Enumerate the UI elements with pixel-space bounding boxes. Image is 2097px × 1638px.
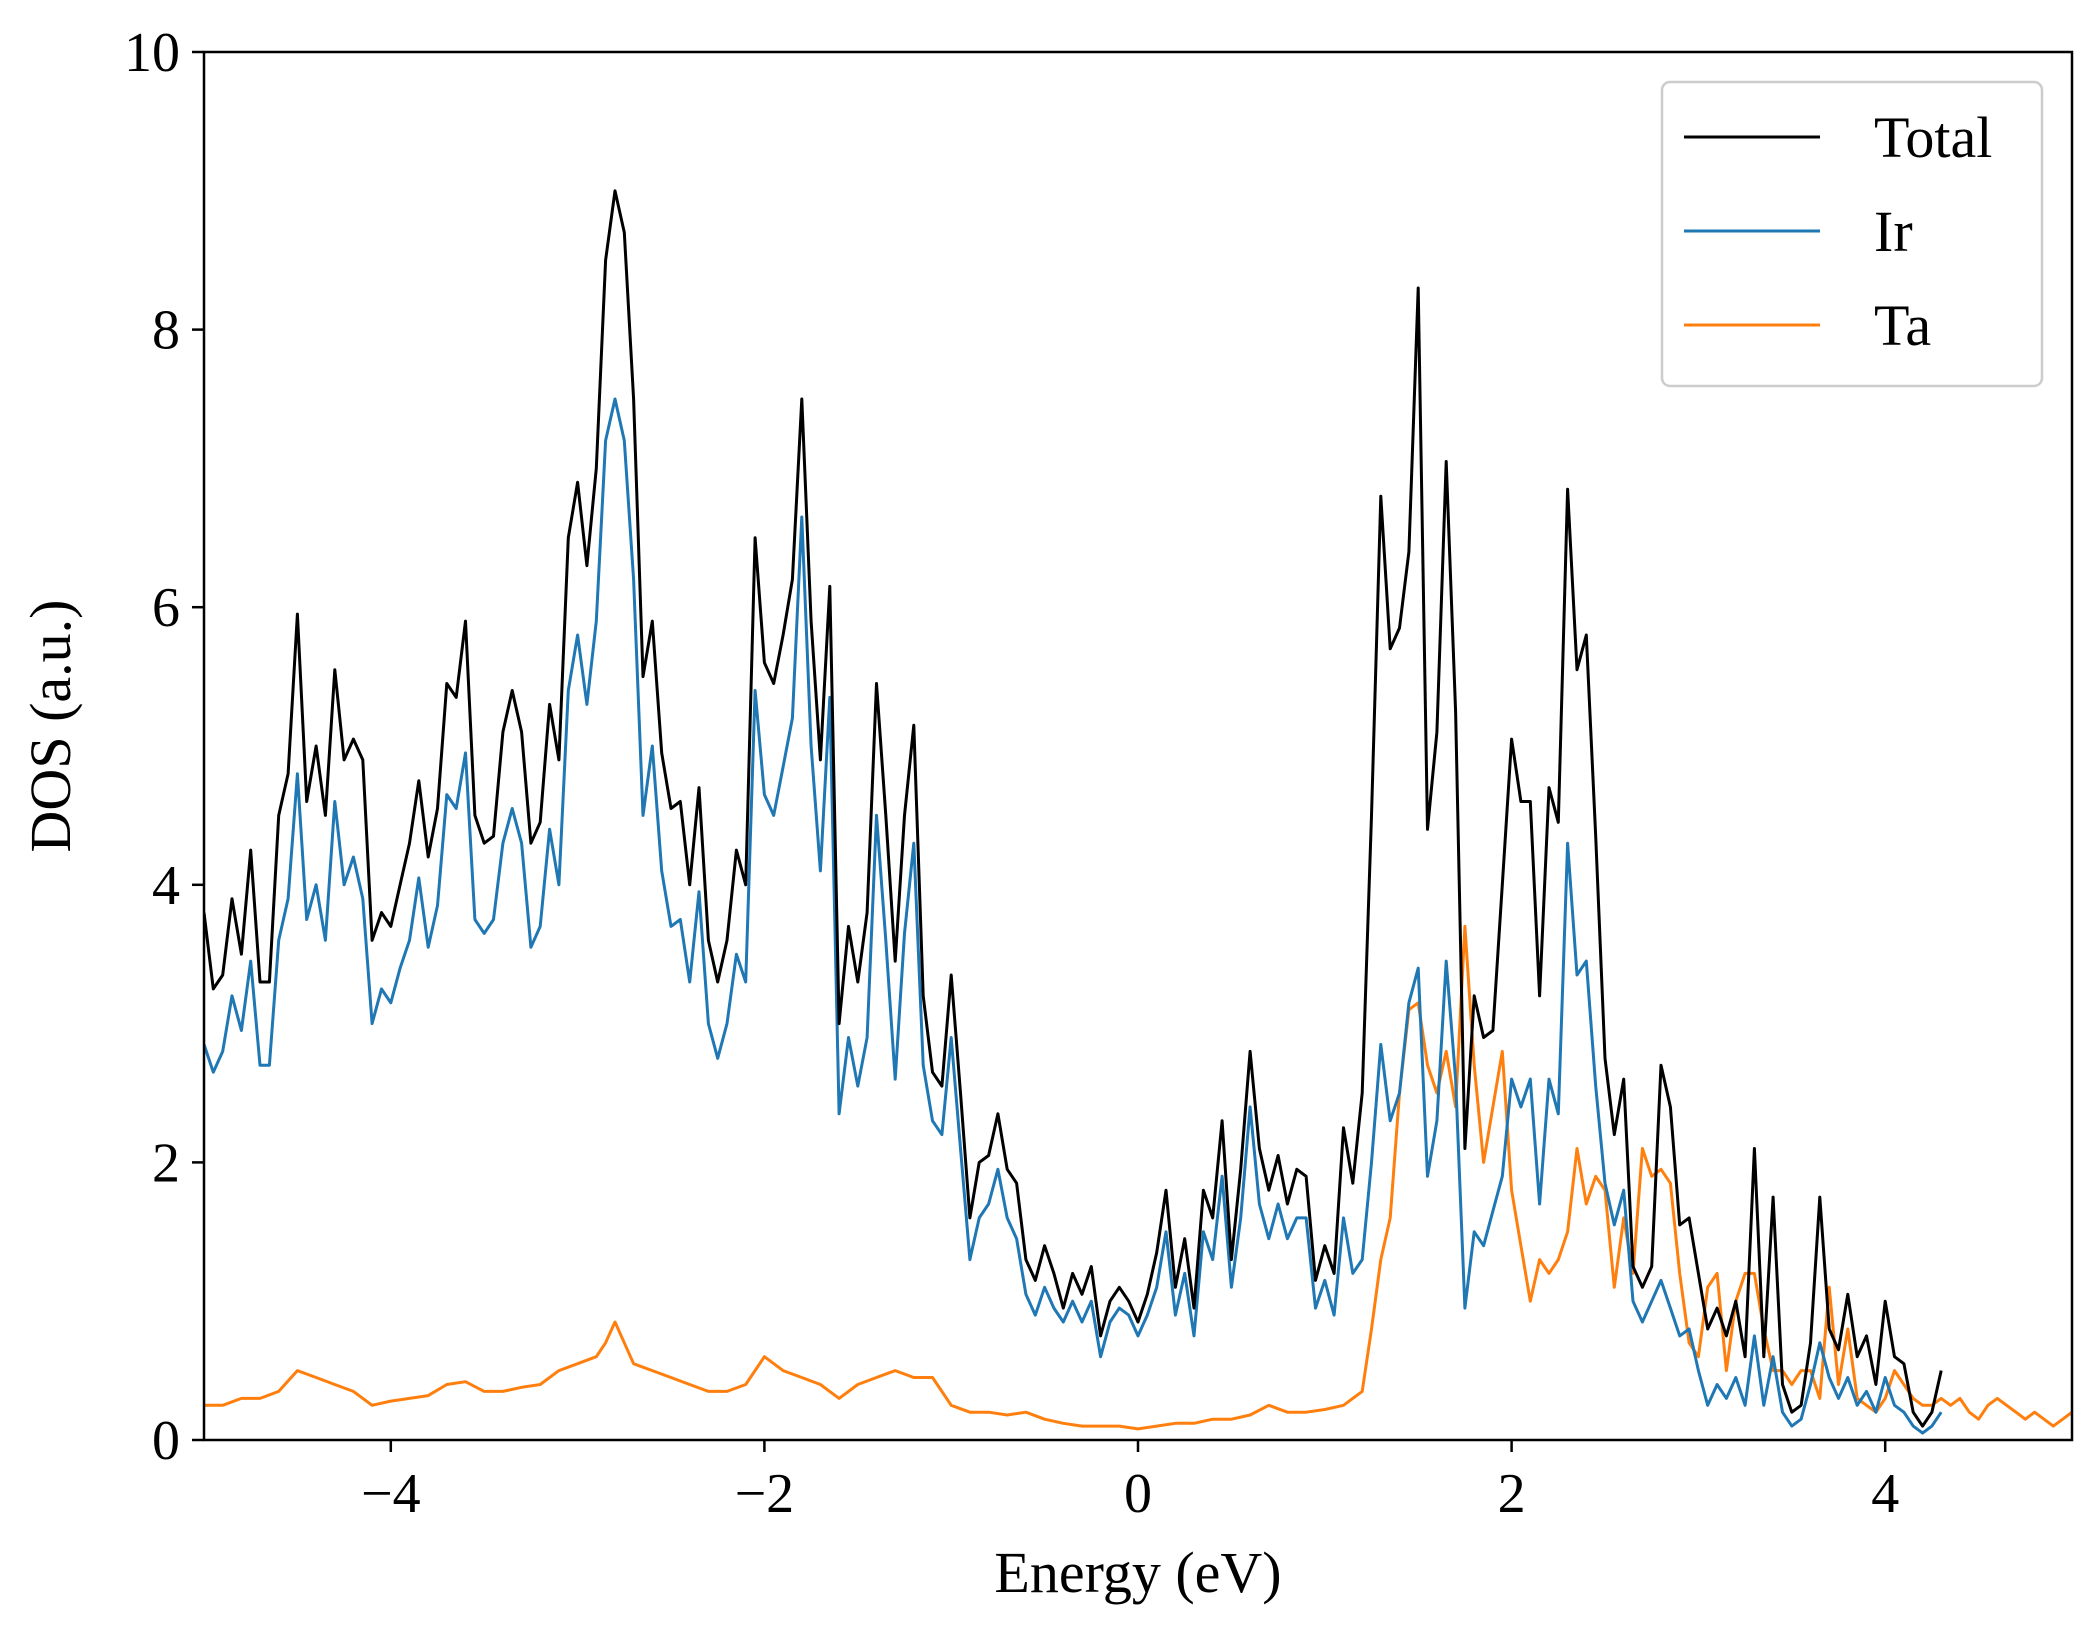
x-tick-label: 2 [1498,1463,1526,1525]
y-tick-label: 6 [152,577,180,639]
legend-box [1660,80,2044,388]
x-tick-label: −4 [361,1463,421,1525]
x-tick-label: 4 [1871,1463,1899,1525]
legend: Total Ir Ta [1660,80,2044,388]
y-tick-label: 0 [152,1410,180,1472]
y-tick-label: 10 [124,22,180,84]
legend-label-ta: Ta [1874,293,1931,358]
series-layer [204,189,2072,1435]
series-line-ta [204,924,2072,1431]
y-tick-label: 8 [152,300,180,362]
legend-label-ir: Ir [1874,199,1913,264]
x-axis: −4 −2 0 2 4 [361,1440,1899,1525]
legend-label-total: Total [1874,105,1992,170]
x-tick-label: −2 [735,1463,795,1525]
series-line-ir [204,397,1943,1435]
x-axis-title: Energy (eV) [994,1540,1281,1605]
series-line-total [204,189,1943,1428]
y-axis-title: DOS (a.u.) [18,600,83,853]
y-axis: 0 2 4 6 8 10 [124,22,204,1472]
y-tick-label: 4 [152,855,180,917]
y-tick-label: 2 [152,1132,180,1194]
x-tick-label: 0 [1124,1463,1152,1525]
